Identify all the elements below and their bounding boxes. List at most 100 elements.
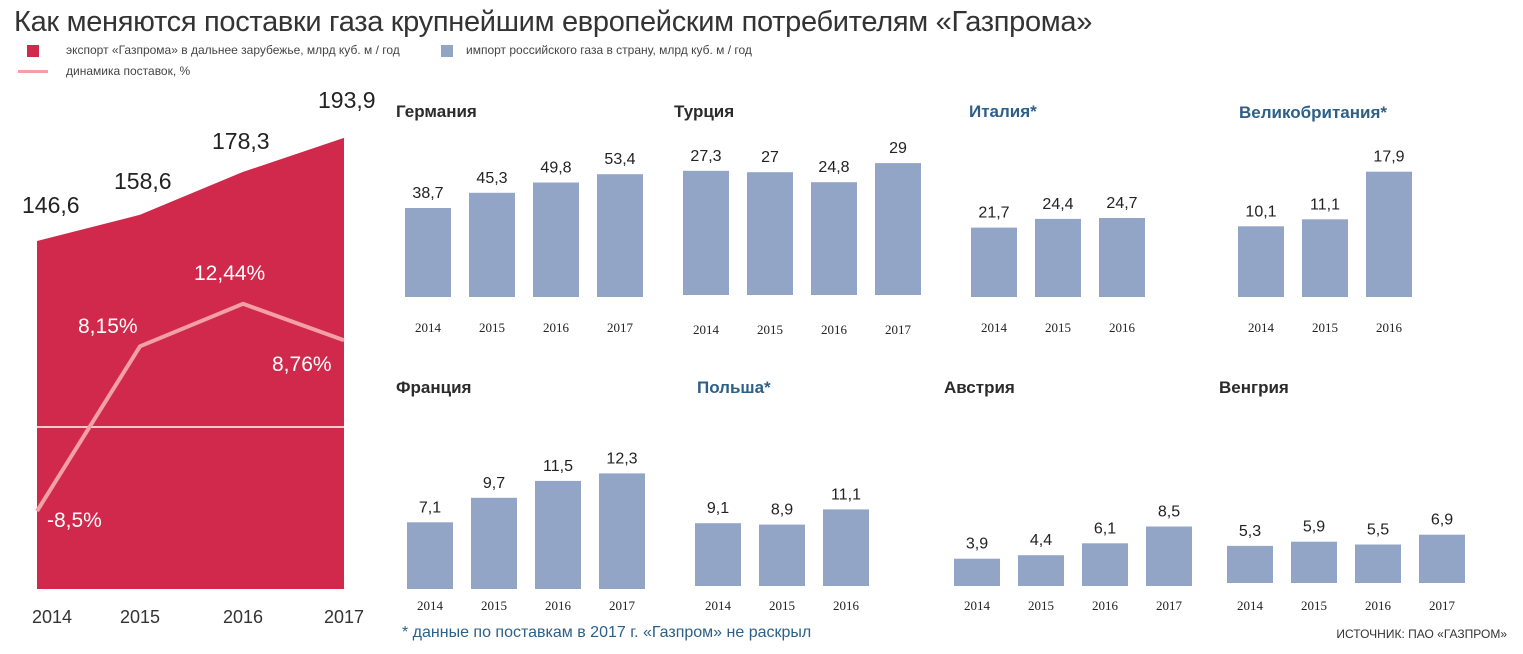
- legend-import-swatch: [441, 45, 453, 57]
- x-tick-label: 2015: [1045, 320, 1071, 335]
- bar: [1146, 526, 1192, 586]
- x-tick-label: 2015: [1312, 320, 1338, 335]
- chart-title: Великобритания*: [1239, 103, 1387, 122]
- export-value-label: 193,9: [318, 87, 376, 113]
- bar-value-label: 27: [761, 149, 779, 166]
- x-tick-label: 2016: [1365, 598, 1392, 613]
- main-x-tick-label: 2017: [324, 607, 364, 627]
- bar-value-label: 9,1: [707, 500, 729, 517]
- main-x-tick-label: 2014: [32, 607, 72, 627]
- bar-value-label: 17,9: [1373, 149, 1404, 166]
- x-tick-label: 2015: [757, 322, 783, 337]
- bar-value-label: 5,3: [1239, 523, 1261, 540]
- main-x-tick-label: 2016: [223, 607, 263, 627]
- legend-export-label: экспорт «Газпрома» в дальнее зарубежье, …: [66, 43, 400, 57]
- bar-value-label: 10,1: [1245, 203, 1276, 220]
- x-tick-label: 2016: [1376, 320, 1403, 335]
- dynamics-value-label: 8,76%: [272, 353, 332, 376]
- bar: [1035, 218, 1081, 297]
- bar: [954, 558, 1000, 586]
- bar: [683, 170, 729, 295]
- bar: [405, 208, 451, 297]
- x-tick-label: 2016: [543, 320, 570, 335]
- bar-value-label: 24,7: [1106, 195, 1137, 212]
- bar-value-label: 4,4: [1030, 532, 1052, 549]
- export-value-label: 146,6: [22, 192, 80, 218]
- bar: [1366, 171, 1412, 297]
- bar-value-label: 3,9: [966, 536, 988, 553]
- dynamics-value-label: 8,15%: [78, 315, 138, 338]
- bar-value-label: 9,7: [483, 475, 505, 492]
- x-tick-label: 2014: [693, 322, 720, 337]
- x-tick-label: 2014: [981, 320, 1008, 335]
- legend-dynamics-swatch: [18, 70, 48, 73]
- footnote: * данные по поставкам в 2017 г. «Газпром…: [402, 624, 812, 641]
- bar-value-label: 6,9: [1431, 512, 1453, 529]
- export-value-label: 158,6: [114, 168, 172, 194]
- x-tick-label: 2016: [1092, 598, 1119, 613]
- bar-value-label: 7,1: [419, 499, 441, 516]
- bar: [1355, 544, 1401, 583]
- bar-value-label: 24,8: [818, 159, 849, 176]
- bar: [1302, 219, 1348, 297]
- x-tick-label: 2017: [1429, 598, 1456, 613]
- export-value-label: 178,3: [212, 128, 270, 154]
- chart-title: Германия: [396, 102, 477, 121]
- x-tick-label: 2017: [609, 598, 636, 613]
- bar-value-label: 29: [889, 140, 907, 157]
- source-note: ИСТОЧНИК: ПАО «ГАЗПРОМ»: [1336, 627, 1507, 641]
- x-tick-label: 2014: [705, 598, 732, 613]
- bar: [747, 172, 793, 295]
- bar: [1419, 534, 1465, 583]
- bar-value-label: 6,1: [1094, 520, 1116, 537]
- bar-value-label: 49,8: [540, 160, 571, 177]
- x-tick-label: 2017: [607, 320, 634, 335]
- bar: [533, 182, 579, 297]
- bar: [597, 174, 643, 297]
- bar-value-label: 38,7: [412, 185, 443, 202]
- bar-value-label: 5,5: [1367, 522, 1389, 539]
- bar: [1099, 218, 1145, 297]
- dynamics-value-label: 12,44%: [194, 262, 265, 285]
- bar: [1082, 543, 1128, 586]
- page-title: Как меняются поставки газа крупнейшим ев…: [14, 6, 1093, 38]
- x-tick-label: 2015: [1028, 598, 1054, 613]
- bar: [875, 163, 921, 295]
- chart-title: Венгрия: [1219, 378, 1289, 397]
- x-tick-label: 2015: [479, 320, 505, 335]
- bar: [469, 192, 515, 297]
- bar: [1018, 555, 1064, 586]
- bar: [823, 509, 869, 586]
- dynamics-value-label: -8,5%: [47, 509, 102, 532]
- x-tick-label: 2016: [1109, 320, 1136, 335]
- x-tick-label: 2016: [833, 598, 860, 613]
- bar-value-label: 11,1: [831, 486, 861, 503]
- bar-value-label: 45,3: [476, 170, 507, 187]
- bar-value-label: 27,3: [690, 148, 721, 165]
- bar-value-label: 8,9: [771, 502, 793, 519]
- x-tick-label: 2015: [769, 598, 795, 613]
- x-tick-label: 2016: [821, 322, 848, 337]
- x-tick-label: 2014: [417, 598, 444, 613]
- x-tick-label: 2014: [1237, 598, 1264, 613]
- chart-title: Италия*: [969, 102, 1037, 121]
- bar: [1238, 226, 1284, 297]
- bar: [1291, 541, 1337, 583]
- chart-title: Польша*: [697, 378, 771, 397]
- bar-value-label: 12,3: [606, 450, 637, 467]
- x-tick-label: 2015: [1301, 598, 1327, 613]
- x-tick-label: 2014: [964, 598, 991, 613]
- chart-title: Турция: [674, 102, 734, 121]
- bar-value-label: 5,9: [1303, 519, 1325, 536]
- legend-export-swatch: [27, 45, 39, 57]
- main-x-tick-label: 2015: [120, 607, 160, 627]
- bar: [759, 524, 805, 586]
- bar: [971, 227, 1017, 297]
- legend-dynamics-label: динамика поставок, %: [66, 64, 191, 78]
- export-area: [37, 137, 344, 589]
- bar: [407, 522, 453, 589]
- dynamics-line: [35, 301, 345, 513]
- bar-value-label: 21,7: [978, 205, 1009, 222]
- bar: [1227, 545, 1273, 583]
